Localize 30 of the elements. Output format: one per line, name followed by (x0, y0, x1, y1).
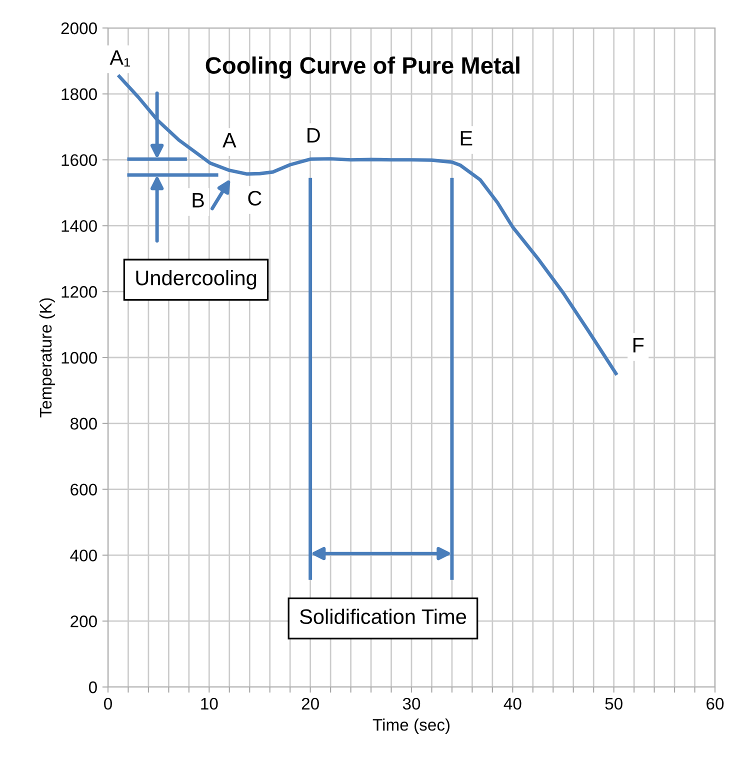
y-tick-label: 200 (70, 616, 97, 628)
x-tick-label: 40 (504, 698, 522, 710)
y-tick-label: 1800 (62, 88, 97, 100)
annotation: Undercooling (136, 270, 256, 290)
x-tick-label: 20 (302, 698, 319, 710)
y-tick-label: 1600 (62, 154, 97, 166)
x-tick-label: 50 (605, 698, 622, 710)
y-tick-label: 800 (70, 418, 97, 430)
text: Cooling Curve of Pure Metal (206, 56, 520, 79)
x-tick-label: 30 (402, 698, 420, 710)
annotation: C (248, 190, 262, 206)
y-tick-label: 2000 (61, 22, 97, 34)
annotation: Solidification Time (300, 608, 466, 624)
x-axis-title: Time (sec) (372, 718, 450, 734)
y-tick-label: 600 (70, 484, 97, 496)
annotation: F (633, 338, 644, 352)
y-tick-label: 0 (88, 681, 97, 694)
y-tick-label: 1000 (62, 352, 97, 364)
annotation: A (222, 133, 236, 148)
y-tick-label: 400 (70, 550, 97, 562)
annotation: B (192, 193, 204, 208)
x-tick-label: 0 (104, 698, 112, 710)
y-axis-title: Temperature (K) (39, 298, 55, 418)
y-tick-label: 1400 (62, 220, 97, 232)
annotation: D (308, 128, 320, 142)
annotation: A₁ (110, 50, 130, 66)
y-tick-label: 1200 (62, 286, 97, 298)
annotation: E (460, 131, 472, 146)
x-tick-label: 60 (706, 698, 724, 710)
x-tick-label: 10 (201, 698, 218, 710)
